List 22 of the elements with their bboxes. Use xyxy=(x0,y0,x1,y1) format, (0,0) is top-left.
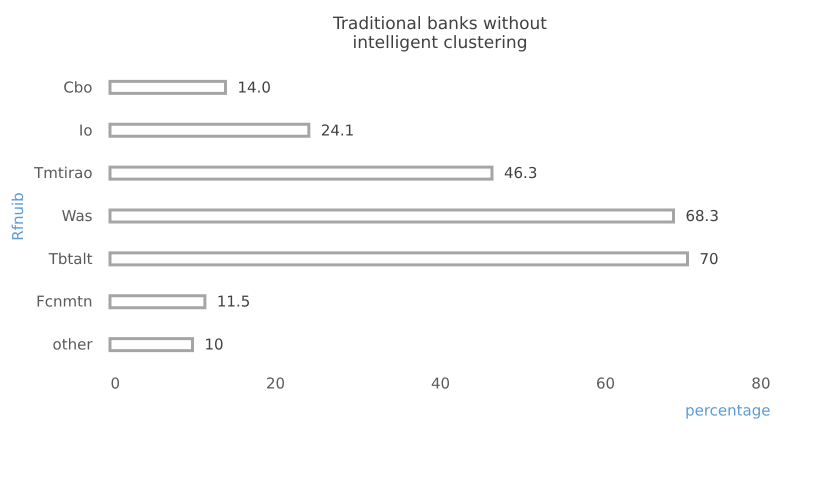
data-label: 14.0 xyxy=(238,78,271,96)
data-label: 24.1 xyxy=(320,121,354,140)
x-tick-label: 20 xyxy=(266,374,286,392)
y-tick-label: Tbtalt xyxy=(48,250,93,268)
y-tick-label: Was xyxy=(62,207,93,225)
data-label: 10 xyxy=(204,336,224,354)
x-tick-label: 80 xyxy=(751,374,770,392)
data-label: 46.3 xyxy=(504,164,538,182)
x-tick-label: 0 xyxy=(110,374,120,392)
y-tick-label: other xyxy=(52,336,94,354)
y-tick-label: Tmtirao xyxy=(33,164,92,182)
y-tick-label: Fcnmtn xyxy=(36,292,92,311)
x-tick-label: 40 xyxy=(430,374,450,392)
y-tick-label: Cbo xyxy=(63,78,92,96)
data-label: 70 xyxy=(700,250,719,268)
chart-title: Traditional banks without intelligent clustering xyxy=(332,14,548,53)
x-tick-label: 60 xyxy=(596,374,616,392)
y-axis-title: Rfnuib xyxy=(9,192,28,241)
data-label: 68.3 xyxy=(685,207,719,225)
x-axis-title: percentage xyxy=(685,402,770,420)
data-label: 11.5 xyxy=(216,292,250,311)
y-tick-label: Io xyxy=(78,121,92,140)
